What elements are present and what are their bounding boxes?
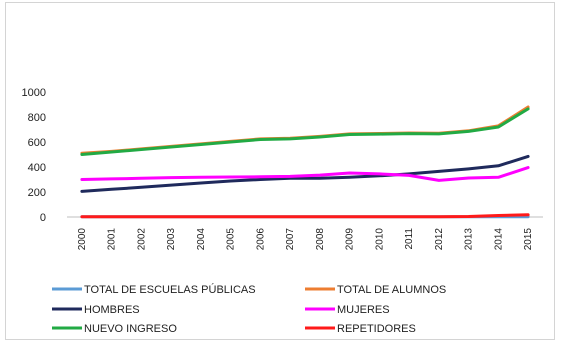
legend-label: MUJERES (337, 304, 390, 316)
series-lines (80, 105, 530, 219)
series-line (80, 154, 530, 193)
x-tick-label: 2015 (523, 228, 534, 251)
x-tick-label: 2007 (285, 228, 296, 251)
x-tick-label: 2011 (404, 228, 415, 250)
x-tick-label: 2013 (464, 228, 475, 251)
x-tick-label: 2010 (374, 228, 385, 251)
legend-label: NUEVO INGRESO (84, 323, 177, 335)
y-tick-label: 1000 (22, 87, 46, 99)
chart-frame (5, 2, 555, 340)
y-tick-label: 800 (28, 112, 46, 124)
legend: TOTAL DE ESCUELAS PÚBLICAS TOTAL DE ALUMN… (52, 283, 446, 335)
x-tick-label: 2000 (77, 228, 88, 251)
y-tick-label: 600 (28, 137, 46, 149)
legend-label: HOMBRES (84, 304, 140, 316)
x-tick-label: 2014 (493, 228, 504, 251)
legend-label: TOTAL DE ESCUELAS PÚBLICAS (84, 283, 256, 296)
x-tick-label: 2005 (226, 228, 237, 251)
x-tick-label: 2008 (315, 228, 326, 251)
x-tick-label: 2009 (345, 228, 356, 251)
y-tick-label: 0 (40, 212, 46, 224)
legend-label: REPETIDORES (337, 323, 416, 335)
x-tick-label: 2002 (136, 228, 147, 251)
y-tick-label: 200 (28, 187, 46, 199)
x-tick-label: 2003 (166, 228, 177, 251)
legend-label: TOTAL DE ALUMNOS (337, 284, 446, 296)
x-axis-ticks: 2000 2001 2002 2003 2004 2005 2006 2007 2008 2009… (77, 228, 534, 251)
y-tick-label: 400 (28, 162, 46, 174)
x-tick-label: 2004 (196, 228, 207, 251)
y-axis-ticks: 0 200 400 600 800 1000 (22, 87, 46, 224)
series-line (80, 107, 530, 156)
x-tick-label: 2001 (107, 228, 118, 251)
x-tick-label: 2012 (434, 228, 445, 251)
series-line (80, 105, 530, 155)
x-tick-label: 2006 (255, 228, 266, 251)
series-line (80, 213, 530, 219)
series-line (80, 166, 530, 182)
